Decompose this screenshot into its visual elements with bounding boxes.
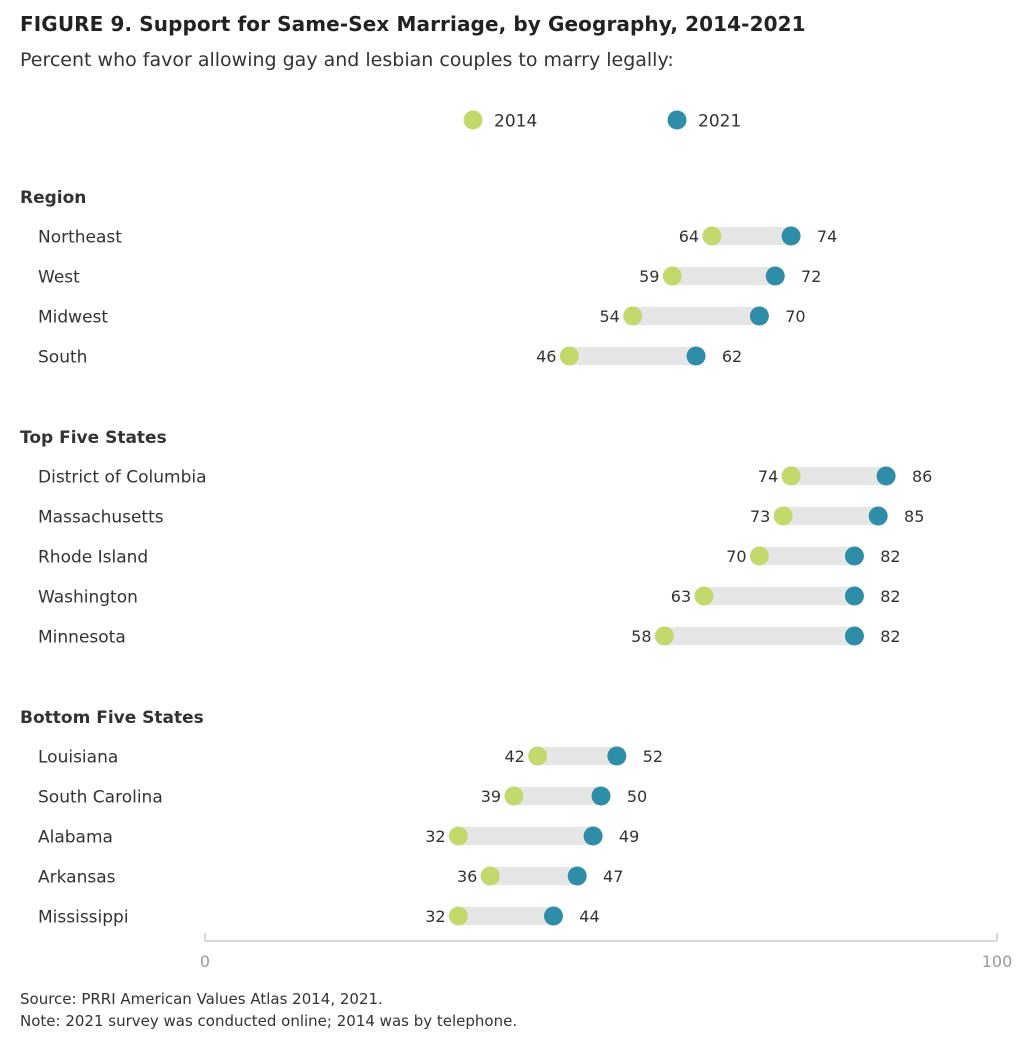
row-label: Minnesota	[38, 628, 126, 648]
chart-subtitle: Percent who favor allowing gay and lesbi…	[20, 49, 674, 71]
connector-bar	[458, 827, 594, 845]
value-label-2021: 82	[880, 627, 900, 646]
dot-2014	[480, 866, 500, 886]
dot-2021	[543, 906, 563, 926]
connector-bar	[703, 587, 855, 605]
value-label-2014: 58	[631, 627, 651, 646]
connector-bar	[458, 907, 554, 925]
x-tick-label: 100	[982, 952, 1013, 971]
value-label-2014: 64	[679, 227, 699, 246]
value-label-2014: 32	[425, 907, 445, 926]
legend-label-2021: 2021	[698, 112, 741, 132]
value-label-2014: 74	[758, 467, 778, 486]
dot-2014	[504, 786, 524, 806]
dot-2014	[662, 266, 682, 286]
value-label-2021: 70	[785, 307, 805, 326]
row-label: Midwest	[38, 308, 108, 328]
value-label-2021: 52	[643, 747, 663, 766]
group-heading: Bottom Five States	[20, 708, 204, 728]
row-label: Alabama	[38, 828, 113, 848]
row-label: South Carolina	[38, 788, 163, 808]
dot-2014	[773, 506, 793, 526]
row-label: Washington	[38, 588, 138, 608]
dot-2014	[654, 626, 674, 646]
value-label-2014: 32	[425, 827, 445, 846]
dot-2021	[876, 466, 896, 486]
connector-bar	[759, 547, 855, 565]
value-label-2014: 39	[481, 787, 501, 806]
row-label: Northeast	[38, 228, 122, 248]
connector-bar	[711, 227, 792, 245]
connector-bar	[672, 267, 776, 285]
group-heading: Top Five States	[20, 428, 167, 448]
dot-2014	[702, 226, 722, 246]
dot-2021	[583, 826, 603, 846]
row-label: Louisiana	[38, 748, 118, 768]
value-label-2014: 36	[457, 867, 477, 886]
value-label-2021: 86	[912, 467, 932, 486]
connector-bar	[664, 627, 855, 645]
footnotes: Source: PRRI American Values Atlas 2014,…	[20, 988, 517, 1032]
value-label-2014: 63	[671, 587, 691, 606]
dot-2014	[694, 586, 714, 606]
dot-2021	[765, 266, 785, 286]
value-label-2014: 42	[504, 747, 524, 766]
dot-2021	[868, 506, 888, 526]
dot-2021	[781, 226, 801, 246]
connector-bar	[569, 347, 697, 365]
legend-marker-2014	[463, 110, 483, 130]
dot-2021	[686, 346, 706, 366]
legend-label-2014: 2014	[494, 112, 537, 132]
dot-2014	[448, 826, 468, 846]
dot-2021	[844, 626, 864, 646]
dumbbell-chart: 2014 2021 Region Northeast 64 74 West 59 72 Midwe…	[20, 110, 1013, 971]
legend-marker-2021	[667, 110, 687, 130]
value-label-2021: 85	[904, 507, 924, 526]
value-label-2021: 82	[880, 547, 900, 566]
group-heading: Region	[20, 188, 86, 208]
dot-2021	[591, 786, 611, 806]
value-label-2021: 50	[627, 787, 647, 806]
dot-2021	[749, 306, 769, 326]
dot-2014	[749, 546, 769, 566]
value-label-2021: 49	[619, 827, 639, 846]
value-label-2014: 46	[536, 347, 556, 366]
value-label-2021: 47	[603, 867, 623, 886]
row-label: South	[38, 348, 87, 368]
connector-bar	[513, 787, 601, 805]
row-label: Mississippi	[38, 908, 129, 928]
dot-2014	[781, 466, 801, 486]
dot-2021	[567, 866, 587, 886]
connector-bar	[791, 467, 887, 485]
value-label-2021: 62	[722, 347, 742, 366]
row-label: West	[38, 268, 80, 288]
connector-bar	[632, 307, 760, 325]
x-tick-label: 0	[200, 952, 210, 971]
dot-2021	[844, 546, 864, 566]
value-label-2014: 70	[726, 547, 746, 566]
connector-bar	[783, 507, 879, 525]
chart-title: FIGURE 9. Support for Same-Sex Marriage,…	[20, 12, 806, 36]
dot-2014	[448, 906, 468, 926]
row-label: District of Columbia	[38, 468, 207, 488]
dot-2014	[528, 746, 548, 766]
value-label-2021: 82	[880, 587, 900, 606]
value-label-2021: 72	[801, 267, 821, 286]
value-label-2014: 59	[639, 267, 659, 286]
dot-2021	[844, 586, 864, 606]
connector-bar	[537, 747, 617, 765]
row-label: Rhode Island	[38, 548, 148, 568]
value-label-2014: 73	[750, 507, 770, 526]
value-label-2014: 54	[600, 307, 620, 326]
value-label-2021: 44	[579, 907, 599, 926]
method-note: Note: 2021 survey was conducted online; …	[20, 1012, 518, 1030]
source-note: Source: PRRI American Values Atlas 2014,…	[20, 990, 383, 1008]
row-label: Arkansas	[38, 868, 116, 888]
connector-bar	[490, 867, 578, 885]
value-label-2021: 74	[817, 227, 837, 246]
row-label: Massachusetts	[38, 508, 164, 528]
dot-2014	[623, 306, 643, 326]
dot-2021	[607, 746, 627, 766]
dot-2014	[559, 346, 579, 366]
